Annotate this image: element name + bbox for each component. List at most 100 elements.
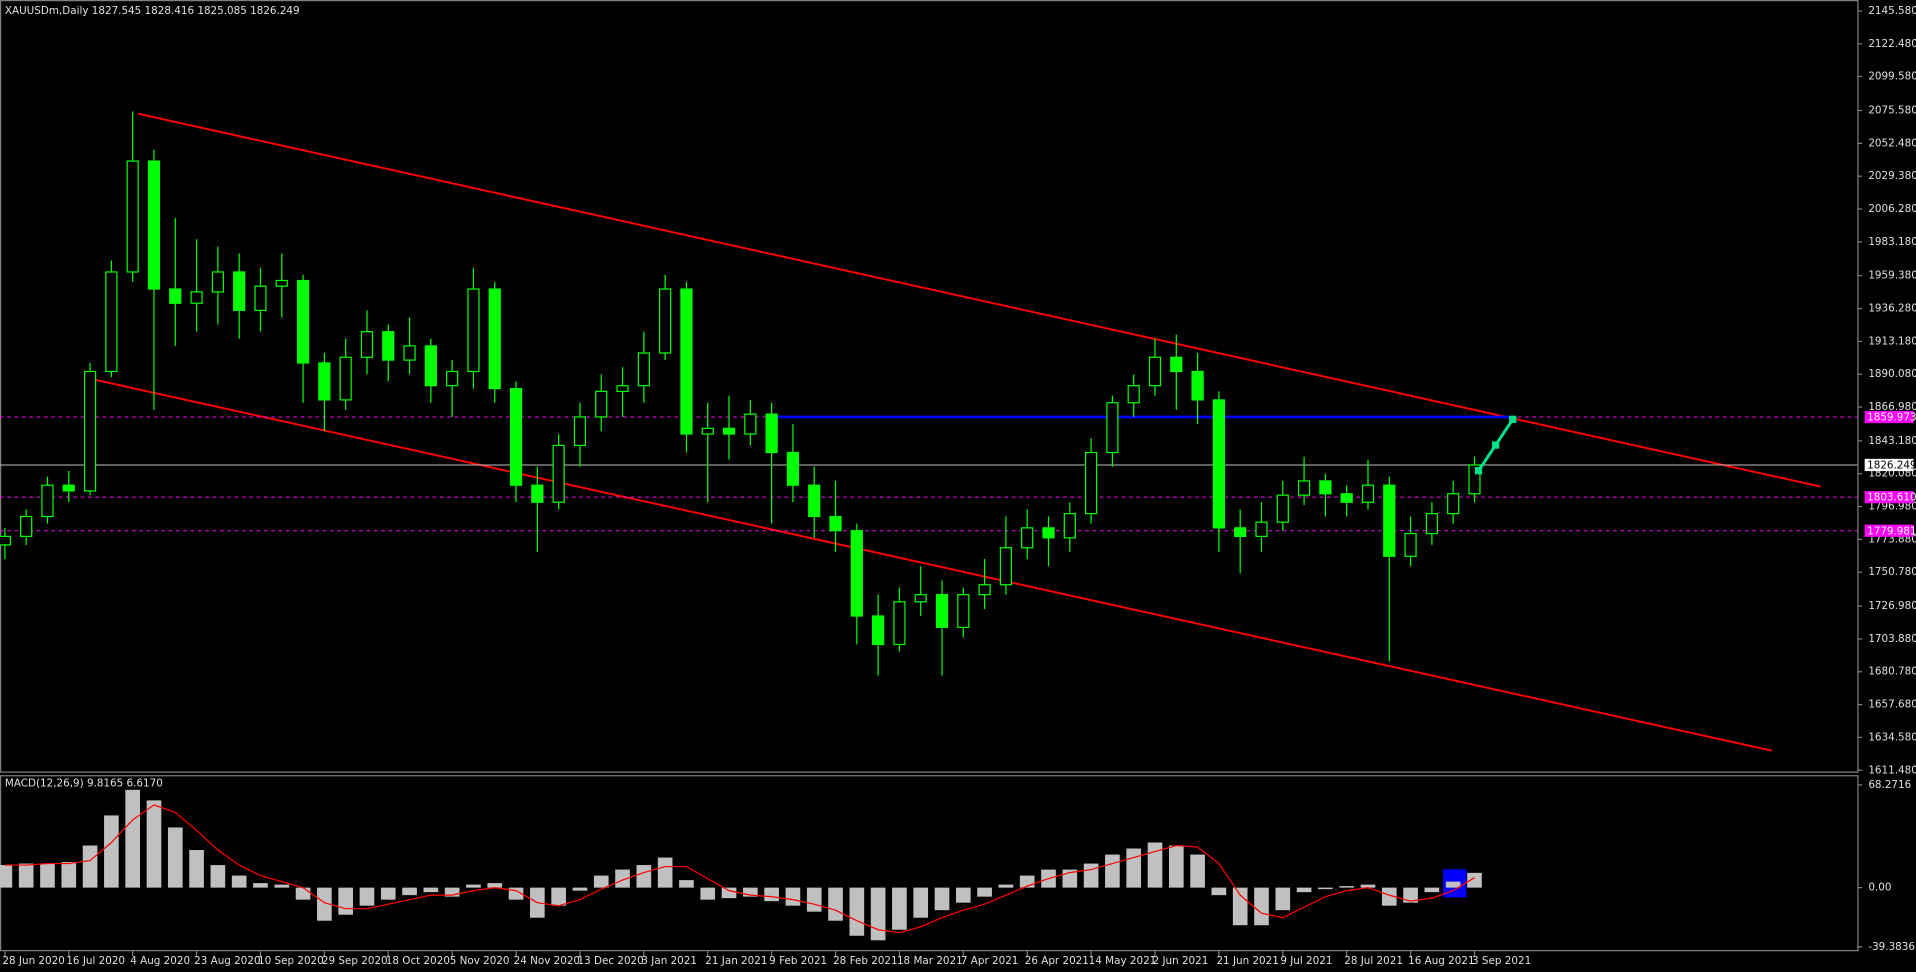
candle-body [850,530,863,617]
candle-body [1170,356,1183,373]
macd-bar [721,887,737,899]
candle-body [616,385,629,392]
macd-title: MACD(12,26,9) 9.8165 6.6170 [5,778,163,790]
level-label-box [1864,458,1914,472]
candle-body [1148,356,1162,387]
candle-body [169,288,182,304]
x-tick-label: 18 Oct 2020 [386,955,450,967]
x-tick-label: 16 Jul 2020 [66,955,125,967]
candle-body [829,515,842,532]
y-tick-label: 1890.080 [1868,368,1916,380]
x-tick-label: 9 Jul 2021 [1280,955,1332,967]
macd-bar [253,883,268,888]
x-tick-label: 21 Jun 2021 [1216,955,1278,967]
x-tick-label: 13 Dec 2020 [578,955,644,967]
level-label: 1859.973 [1867,412,1916,424]
macd-bar [679,880,694,888]
candle-body [488,288,501,390]
macd-bar [657,857,673,888]
macd-bar [828,887,843,921]
x-tick-label: 28 Jun 2020 [2,955,64,967]
level-label: 1826.249 [1867,460,1916,472]
candle-body [1276,494,1289,523]
macd-bar [317,887,332,921]
macd-bar [977,887,992,897]
candle-body [1127,385,1140,404]
candle-body [41,484,54,518]
macd-bar [1275,887,1291,911]
macd-bar [402,887,417,896]
macd-bar [380,887,396,900]
candle-body [893,601,906,646]
candle-body [573,416,587,447]
candle-body [935,594,949,628]
y-tick-label: 1866.980 [1868,401,1916,413]
y-tick-label: 1703.880 [1868,633,1916,645]
level-label-box [1864,524,1914,537]
macd-bar [1254,887,1269,926]
candle-body [1234,527,1247,537]
y-tick-label: 2075.580 [1868,105,1916,117]
y-tick-label: 1796.980 [1868,501,1916,513]
x-tick-label: 18 Mar 2021 [897,955,963,967]
x-tick-label: 4 Aug 2020 [130,955,190,967]
y-tick-label: 1913.180 [1868,335,1916,347]
candle-body [1297,480,1311,496]
macd-bar [913,887,929,918]
x-tick-label: 24 Nov 2020 [514,955,580,967]
macd-bar [700,887,716,900]
x-tick-label: 28 Feb 2021 [833,955,898,967]
candle-body [339,356,352,401]
y-tick-label: 2052.480 [1868,137,1916,149]
macd-bar [1403,887,1418,903]
macd-bar [338,887,353,915]
candle-body [765,413,778,454]
macd-bar [82,845,98,888]
macd-bar [636,865,652,888]
macd-bar [167,827,183,888]
candle-body [1191,370,1204,401]
macd-bar [1211,887,1227,896]
macd-bar [146,800,162,888]
y-tick-label: 1750.780 [1868,566,1916,578]
macd-bar [125,789,141,888]
x-tick-label: 3 Jan 2021 [641,955,697,967]
x-tick-label: 14 May 2021 [1089,955,1157,967]
macd-bar [210,865,226,888]
macd-bar [1190,854,1205,888]
x-tick-label: 29 Sep 2020 [322,955,388,967]
macd-bar [572,887,588,891]
candle-body [0,535,11,546]
candle-body [1340,493,1353,503]
macd-bar [61,862,77,888]
candle-body [254,285,267,311]
candle-body [275,279,288,287]
macd-bar [359,887,375,906]
y-tick-label: 2006.280 [1868,203,1916,215]
projection-point [1474,467,1483,475]
channel-lower [91,378,1773,752]
y-tick-label: 1726.980 [1868,600,1916,612]
y-tick-label: 2122.480 [1868,38,1916,50]
macd-signal-line [4,804,1475,934]
y-tick-label: 1657.680 [1868,699,1916,711]
y-tick-label: 1959.380 [1868,270,1916,282]
candle-body [1021,527,1034,549]
candle-body [318,362,331,401]
x-tick-label: 2 Jun 2021 [1153,955,1209,967]
candle-body [1383,484,1396,557]
candle-body [744,413,757,435]
channel-upper [137,112,1821,488]
chart-title: XAUUSDm,Daily 1827.545 1828.416 1825.085… [5,5,300,17]
candle-body [659,288,672,354]
candle-body [62,484,75,492]
projection-point [1491,441,1500,449]
candle-body [1212,399,1226,529]
candle-body [531,484,544,503]
macd-bar [1467,872,1482,888]
x-tick-label: 21 Jan 2021 [705,955,767,967]
y-tick-label: 0.00 [1868,882,1891,894]
candle-body [1042,527,1055,539]
candle-body [1255,521,1268,537]
